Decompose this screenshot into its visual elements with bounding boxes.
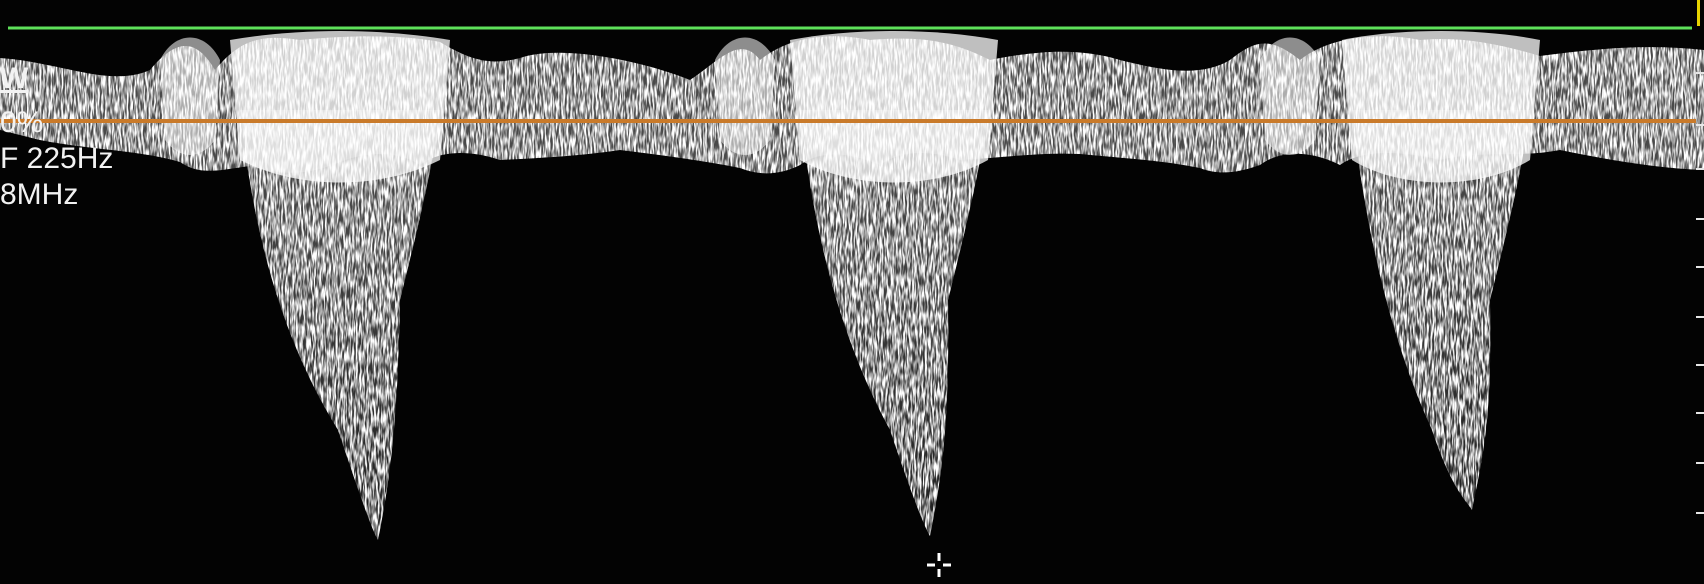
early-peak-1 (160, 37, 220, 155)
scale-tick (1696, 266, 1704, 268)
scale-tick (1696, 462, 1704, 464)
systolic-head-2 (790, 31, 998, 183)
systolic-head-3 (1342, 31, 1540, 183)
scale-tick (1696, 72, 1704, 74)
scale-tick (1696, 218, 1704, 220)
systolic-lobe-grain-1 (240, 110, 440, 540)
mode-label: W (0, 62, 29, 95)
frequency-label: 8MHz (0, 178, 79, 211)
prf-label: F 225Hz (0, 142, 114, 175)
scale-tick (1696, 512, 1704, 514)
systolic-lobe-grain-3 (1352, 110, 1530, 510)
scale-tick (1696, 168, 1704, 170)
early-peak-3 (1260, 37, 1320, 155)
scale-tick (1696, 124, 1704, 126)
early-peak-2 (715, 37, 775, 155)
velocity-scale-ticks (1690, 0, 1704, 584)
systolic-head-1 (230, 31, 450, 183)
sweep-position-marker (1697, 0, 1700, 26)
scale-tick (1696, 364, 1704, 366)
crosshair-cursor-icon[interactable] (926, 552, 952, 578)
systolic-lobe-grain-2 (800, 110, 988, 536)
scale-tick (1696, 412, 1704, 414)
gain-label: 0% (0, 106, 44, 139)
scale-tick (1696, 316, 1704, 318)
waveform-core (160, 31, 1540, 183)
